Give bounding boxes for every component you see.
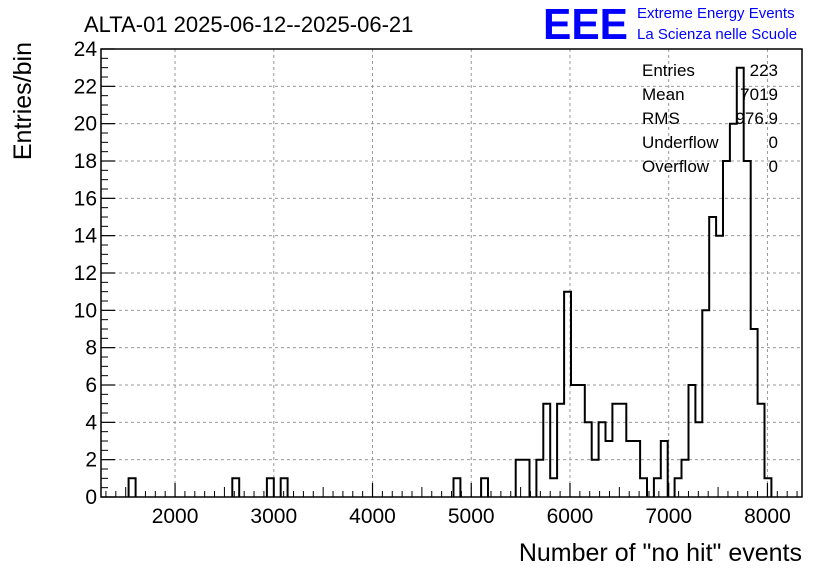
stat-value: 976.9: [735, 109, 778, 128]
x-tick-label: 8000: [744, 505, 791, 528]
y-tick-label: 6: [85, 374, 97, 397]
axis-ticks: [101, 48, 798, 498]
x-tick-label: 2000: [152, 505, 199, 528]
x-tick-label: 6000: [547, 505, 594, 528]
y-tick-label: 2: [85, 449, 97, 472]
y-tick-label: 22: [74, 75, 97, 98]
stat-label: RMS: [642, 109, 680, 128]
statistics-box: Entries 223 Mean 7019 RMS 976.9 Underflow 0 Over…: [642, 61, 778, 176]
stat-label: Entries: [642, 61, 695, 80]
y-tick-label: 24: [74, 38, 98, 61]
y-tick-label: 12: [74, 262, 97, 285]
grid-lines: [101, 49, 802, 497]
stat-label: Underflow: [642, 133, 719, 152]
y-axis-label: Entries/bin: [9, 42, 37, 160]
stat-value: 0: [769, 133, 778, 152]
logo-line-2: La Scienza nelle Scuole: [637, 26, 797, 43]
x-tick-label: 3000: [250, 505, 297, 528]
y-tick-label: 16: [74, 187, 97, 210]
y-tick-label: 4: [85, 411, 97, 434]
logo-letters: EEE: [543, 0, 628, 49]
stat-value: 0: [769, 157, 778, 176]
y-tick-label: 8: [85, 337, 97, 360]
x-tick-label: 5000: [448, 505, 495, 528]
eee-logo: EEE Extreme Energy Events La Scienza nel…: [543, 0, 797, 49]
x-tick-label: 7000: [645, 505, 692, 528]
x-axis-label: Number of "no hit" events: [519, 539, 802, 567]
logo-line-1: Extreme Energy Events: [637, 5, 795, 22]
y-tick-label: 10: [74, 299, 97, 322]
y-tick-label: 0: [85, 486, 97, 509]
y-tick-label: 18: [74, 150, 97, 173]
stat-value: 7019: [740, 85, 778, 104]
x-tick-label: 4000: [349, 505, 396, 528]
stat-value: 223: [750, 61, 778, 80]
stat-label: Mean: [642, 85, 685, 104]
chart-title: ALTA-01 2025-06-12--2025-06-21: [84, 12, 413, 37]
y-tick-label: 14: [74, 225, 98, 248]
x-tick-labels: 2000 3000 4000 5000 6000 7000 8000: [152, 505, 791, 528]
y-tick-label: 20: [74, 113, 97, 136]
histogram-outline: [127, 66, 773, 497]
stat-label: Overflow: [642, 157, 710, 176]
